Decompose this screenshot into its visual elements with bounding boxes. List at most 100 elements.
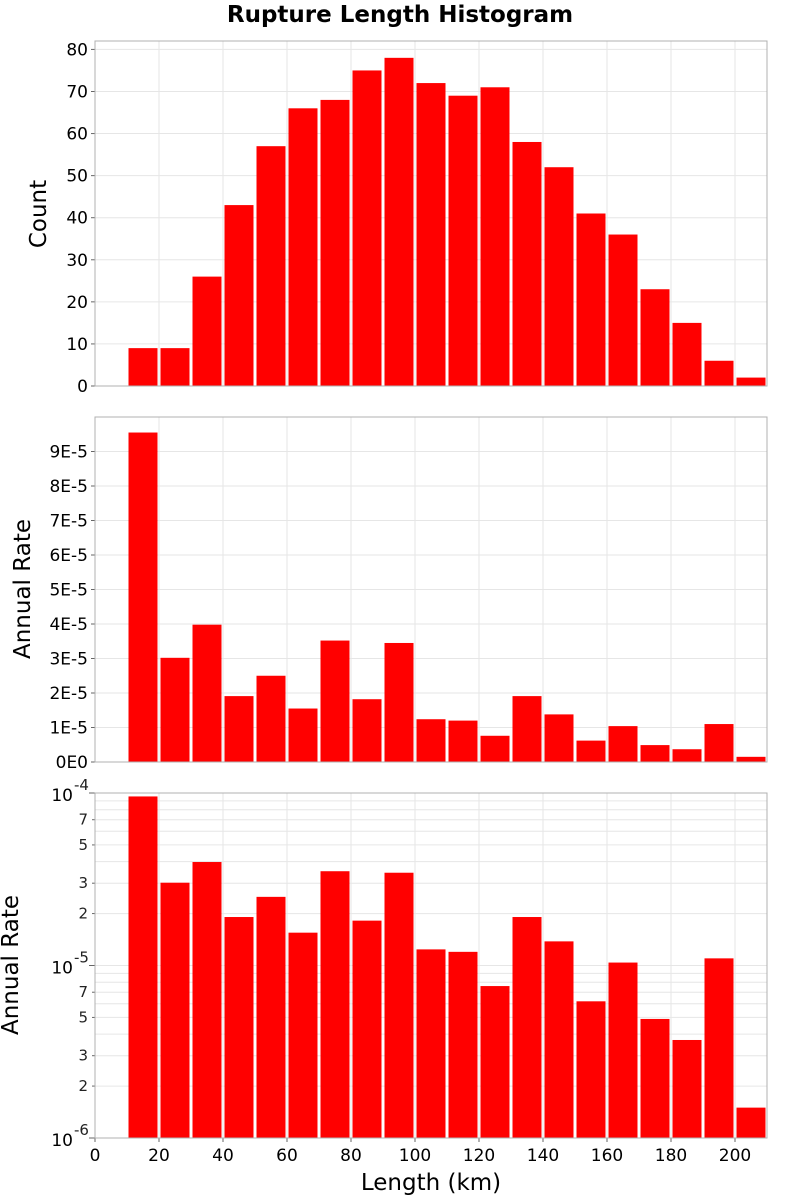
y-tick-label: 2E-5 — [49, 684, 88, 704]
count-y-ticks: 0 10 20 30 40 50 60 70 80 — [66, 40, 95, 397]
y-major-tick-exponent: -5 — [74, 949, 89, 967]
histogram-bar — [608, 234, 638, 386]
x-tick-label: 20 — [148, 1146, 170, 1166]
histogram-bar — [256, 146, 286, 386]
histogram-bar — [256, 896, 286, 1138]
histogram-bar — [448, 95, 478, 386]
histogram-bar — [704, 360, 734, 386]
histogram-bar — [608, 726, 638, 762]
y-minor-tick-label: 3 — [78, 874, 88, 892]
x-axis-label: Length (km) — [361, 1170, 501, 1196]
histogram-bar — [480, 735, 510, 762]
histogram-bar — [224, 205, 254, 386]
histogram-bar — [672, 749, 702, 762]
x-tick-label: 100 — [399, 1146, 431, 1166]
histogram-bar — [256, 675, 286, 762]
y-major-tick-exponent: -6 — [74, 1121, 89, 1139]
histogram-bar — [224, 917, 254, 1138]
histogram-bar — [128, 348, 158, 386]
x-tick-label: 60 — [276, 1146, 298, 1166]
histogram-bar — [608, 962, 638, 1138]
histogram-bar — [640, 745, 670, 762]
histogram-bar — [192, 862, 222, 1138]
y-tick-label: 50 — [66, 167, 88, 187]
chart-title: Rupture Length Histogram — [227, 2, 573, 28]
y-major-tick-exponent: -4 — [74, 776, 89, 794]
y-tick-label: 1E-5 — [49, 719, 88, 739]
histogram-bar — [160, 657, 190, 762]
count-bars — [128, 57, 766, 386]
histogram-bar — [160, 882, 190, 1138]
histogram-bar — [416, 949, 446, 1138]
histogram-bar — [704, 724, 734, 762]
histogram-bar — [192, 276, 222, 386]
y-tick-label: 9E-5 — [49, 443, 88, 463]
y-minor-tick-label: 3 — [78, 1047, 88, 1065]
histogram-bar — [512, 917, 542, 1138]
histogram-bar — [384, 872, 414, 1138]
histogram-bar — [288, 932, 318, 1138]
histogram-bar — [288, 108, 318, 386]
y-tick-label: 20 — [66, 293, 88, 313]
histogram-bar — [512, 141, 542, 386]
histogram-bar — [736, 377, 766, 386]
rate-linear-y-axis-label: Annual Rate — [10, 519, 36, 659]
histogram-bar — [544, 714, 574, 762]
count-plot-frame — [94, 40, 768, 387]
histogram-bar — [320, 99, 350, 386]
y-tick-label: 60 — [66, 125, 88, 145]
histogram-bar — [480, 986, 510, 1138]
histogram-bar — [512, 696, 542, 762]
histogram-bar — [128, 796, 158, 1138]
x-tick-label: 120 — [463, 1146, 495, 1166]
y-major-tick-label: 10 — [51, 786, 73, 806]
histogram-bar — [288, 708, 318, 762]
y-minor-tick-label: 2 — [78, 905, 88, 923]
histogram-bar — [672, 322, 702, 386]
histogram-bar — [704, 958, 734, 1138]
y-tick-label: 3E-5 — [49, 650, 88, 670]
x-tick-label: 80 — [340, 1146, 362, 1166]
y-tick-label: 30 — [66, 251, 88, 271]
y-tick-label: 10 — [66, 335, 88, 355]
y-minor-tick-label: 5 — [78, 836, 88, 854]
histogram-bar — [416, 719, 446, 762]
histogram-bar — [352, 70, 382, 386]
y-minor-tick-label: 2 — [78, 1077, 88, 1095]
histogram-bar — [224, 696, 254, 762]
histogram-bar — [736, 1107, 766, 1138]
rate-linear-bars — [128, 432, 766, 762]
histogram-bar — [640, 289, 670, 386]
histogram-bar — [576, 213, 606, 386]
histogram-bar — [480, 87, 510, 386]
histogram-bar — [544, 941, 574, 1138]
histogram-bar — [736, 756, 766, 762]
histogram-bar — [544, 167, 574, 386]
histogram-bar — [576, 740, 606, 762]
histogram-bar — [576, 1001, 606, 1138]
y-minor-tick-label: 7 — [78, 983, 88, 1001]
x-tick-label: 140 — [527, 1146, 559, 1166]
histogram-bar — [640, 1018, 670, 1138]
x-tick-label: 180 — [655, 1146, 687, 1166]
y-tick-label: 0E0 — [56, 753, 88, 773]
histogram-bar — [448, 720, 478, 762]
annual-rate-linear-panel: 0E01E-52E-53E-54E-55E-56E-57E-58E-59E-5 … — [10, 416, 768, 773]
x-tick-label: 0 — [90, 1146, 101, 1166]
histogram-bar — [128, 432, 158, 762]
histogram-bar — [352, 920, 382, 1138]
rate-linear-plot-frame — [94, 416, 768, 763]
rate-linear-y-ticks: 0E0 1E-5 2E-5 3E-5 4E-5 5E-5 6E-5 7E-5 8E-5 9E-5 — [49, 443, 95, 773]
histogram-bar — [352, 699, 382, 762]
histogram-bar — [320, 640, 350, 762]
count-y-axis-label: Count — [26, 180, 52, 248]
histogram-bar — [320, 871, 350, 1138]
histogram-bar — [416, 83, 446, 386]
y-minor-tick-label: 5 — [78, 1008, 88, 1026]
y-tick-label: 80 — [66, 40, 88, 60]
x-tick-label: 160 — [591, 1146, 623, 1166]
histogram-bar — [160, 348, 190, 386]
